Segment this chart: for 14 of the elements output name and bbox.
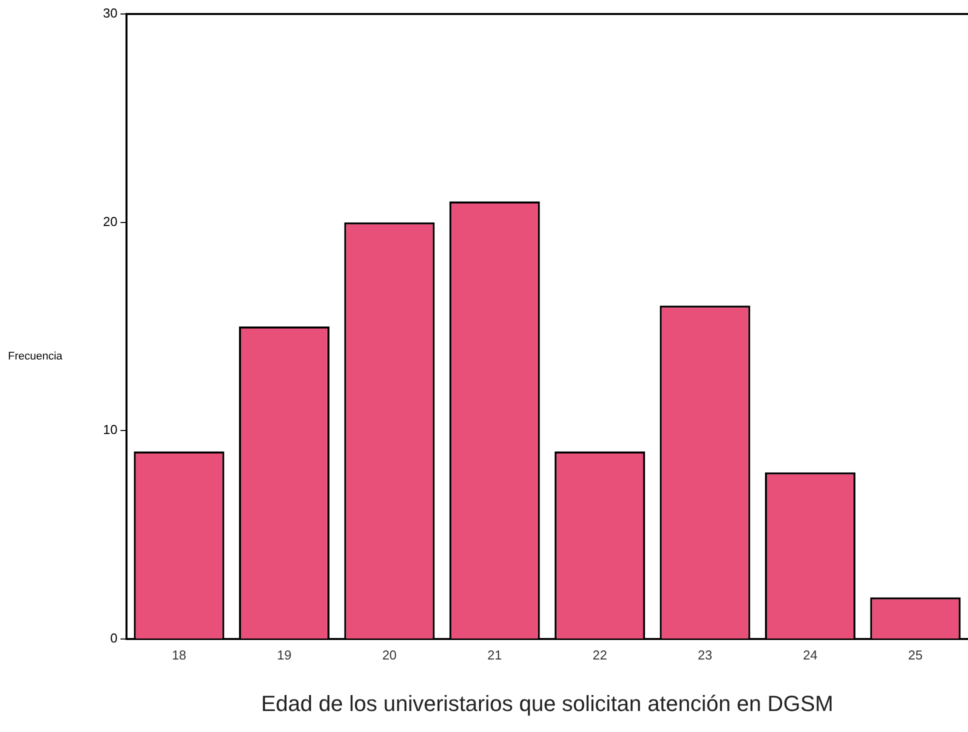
x-axis-title: Edad de los univeristarios que solicitan atención en DGSM bbox=[261, 690, 834, 716]
y-tick-label: 10 bbox=[102, 422, 118, 438]
y-tick-label: 0 bbox=[110, 630, 118, 646]
x-tick-label: 20 bbox=[382, 647, 397, 662]
x-tick-label: 19 bbox=[277, 647, 292, 662]
y-axis-title: Frecuencia bbox=[8, 350, 64, 363]
y-tick-label: 20 bbox=[102, 214, 118, 229]
x-tick-label: 22 bbox=[592, 647, 608, 662]
y-tick-label: 30 bbox=[102, 6, 118, 21]
x-tick-label: 24 bbox=[802, 647, 818, 662]
x-tick-label: 23 bbox=[698, 647, 712, 662]
x-tick-label: 21 bbox=[487, 647, 502, 662]
x-tick-label: 18 bbox=[172, 647, 186, 662]
x-tick-label: 25 bbox=[908, 647, 923, 662]
